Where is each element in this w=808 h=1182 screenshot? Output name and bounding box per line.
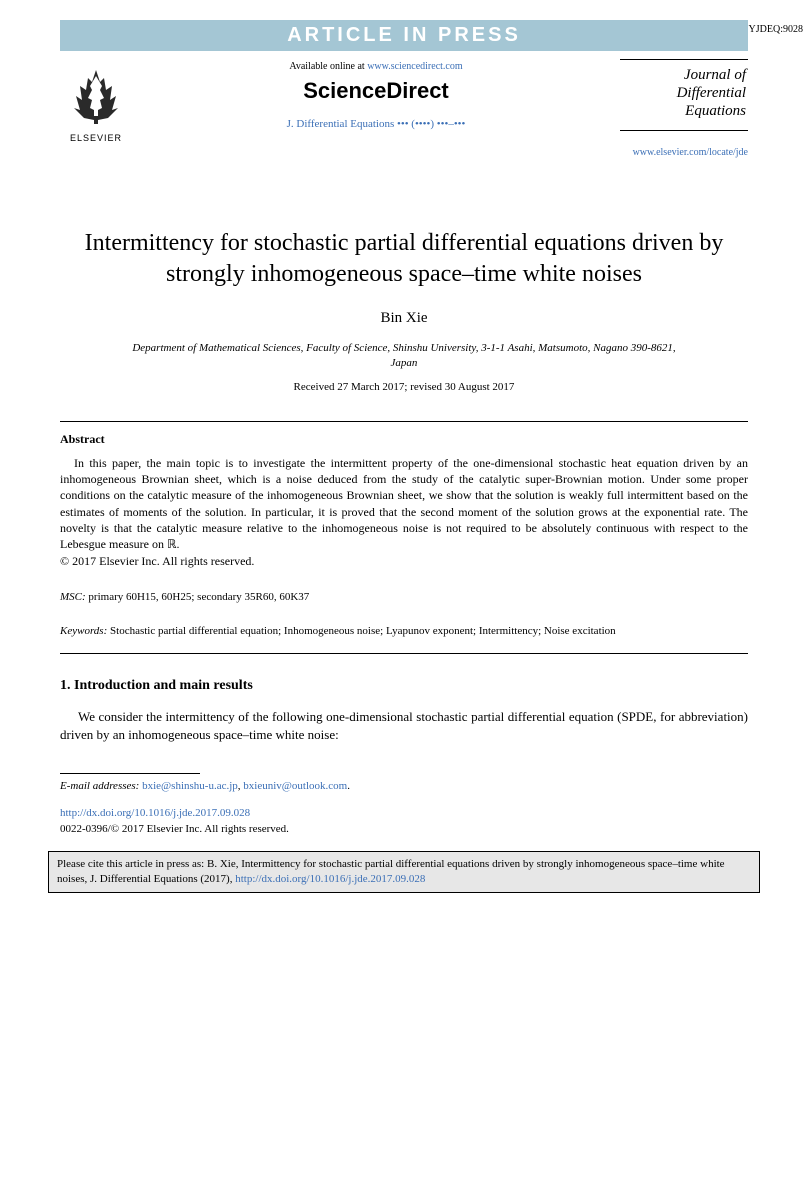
sciencedirect-link[interactable]: www.sciencedirect.com bbox=[367, 61, 462, 72]
abstract-text: In this paper, the main topic is to inve… bbox=[60, 455, 748, 552]
abstract-copyright: © 2017 Elsevier Inc. All rights reserved… bbox=[60, 554, 748, 569]
in-press-banner: ARTICLE IN PRESS YJDEQ:9028 bbox=[60, 20, 748, 51]
email-1[interactable]: bxie@shinshu-u.ac.jp bbox=[142, 780, 238, 792]
keywords-label: Keywords: bbox=[60, 625, 107, 637]
email-label: E-mail addresses: bbox=[60, 780, 142, 792]
author-name: Bin Xie bbox=[0, 310, 808, 327]
citation-box: Please cite this article in press as: B.… bbox=[48, 851, 760, 893]
email-line: E-mail addresses: bxie@shinshu-u.ac.jp, … bbox=[60, 780, 748, 792]
banner-text: ARTICLE IN PRESS bbox=[287, 24, 521, 46]
affiliation: Department of Mathematical Sciences, Fac… bbox=[120, 341, 688, 371]
divider-thin bbox=[60, 653, 748, 654]
abstract-body: In this paper, the main topic is to inve… bbox=[60, 455, 748, 552]
intro-paragraph: We consider the intermittency of the fol… bbox=[60, 708, 748, 743]
msc-label: MSC: bbox=[60, 591, 86, 603]
journal-line1: Journal of bbox=[622, 66, 746, 84]
journal-line2: Differential bbox=[622, 84, 746, 102]
abstract-section: Abstract In this paper, the main topic i… bbox=[60, 432, 748, 569]
doi-block: http://dx.doi.org/10.1016/j.jde.2017.09.… bbox=[60, 806, 748, 837]
keywords-text: Stochastic partial differential equation… bbox=[107, 625, 615, 637]
msc-line: MSC: primary 60H15, 60H25; secondary 35R… bbox=[60, 591, 748, 603]
cite-doi-link[interactable]: http://dx.doi.org/10.1016/j.jde.2017.09.… bbox=[235, 873, 425, 885]
abstract-heading: Abstract bbox=[60, 432, 748, 447]
available-online: Available online at www.sciencedirect.co… bbox=[142, 61, 610, 72]
article-code: YJDEQ:9028 bbox=[749, 24, 803, 35]
sciencedirect-logo: ScienceDirect bbox=[142, 78, 610, 104]
msc-text: primary 60H15, 60H25; secondary 35R60, 6… bbox=[86, 591, 310, 603]
header-row: ELSEVIER Available online at www.science… bbox=[60, 59, 748, 143]
divider bbox=[60, 421, 748, 422]
footnote-rule bbox=[60, 773, 200, 774]
journal-title-box: Journal of Differential Equations bbox=[620, 59, 748, 131]
email-2[interactable]: bxieuniv@outlook.com bbox=[243, 780, 347, 792]
journal-reference: J. Differential Equations ••• (••••) •••… bbox=[142, 118, 610, 130]
tree-icon bbox=[68, 66, 124, 133]
journal-url[interactable]: www.elsevier.com/locate/jde bbox=[0, 147, 748, 158]
issn-copyright: 0022-0396/© 2017 Elsevier Inc. All right… bbox=[60, 822, 748, 837]
elsevier-label: ELSEVIER bbox=[70, 133, 122, 143]
available-prefix: Available online at bbox=[289, 61, 367, 72]
doi-link[interactable]: http://dx.doi.org/10.1016/j.jde.2017.09.… bbox=[60, 807, 250, 819]
journal-line3: Equations bbox=[622, 102, 746, 120]
header-center: Available online at www.sciencedirect.co… bbox=[132, 59, 620, 130]
keywords-line: Keywords: Stochastic partial differentia… bbox=[60, 625, 748, 637]
elsevier-logo: ELSEVIER bbox=[60, 59, 132, 143]
section-heading: 1. Introduction and main results bbox=[60, 678, 748, 694]
article-dates: Received 27 March 2017; revised 30 Augus… bbox=[0, 381, 808, 393]
article-title: Intermittency for stochastic partial dif… bbox=[60, 228, 748, 290]
email-end: . bbox=[347, 780, 350, 792]
